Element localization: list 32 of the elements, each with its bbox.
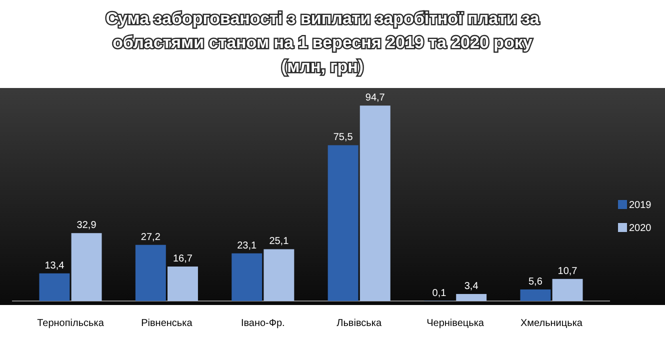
bar bbox=[168, 266, 198, 301]
x-tick-label: Львівська bbox=[336, 318, 382, 329]
bar bbox=[328, 145, 358, 301]
bar bbox=[264, 249, 294, 301]
bar bbox=[232, 253, 262, 301]
data-label: 10,7 bbox=[558, 266, 578, 277]
bar bbox=[456, 294, 487, 301]
data-label: 27,2 bbox=[140, 232, 161, 243]
chart-title: Сума заборгованості з виплати заробітної плати за областями станом на 1 вересня 2019 та 2020 року (млн, грн) bbox=[106, 9, 540, 76]
x-tick-label: Хмельницька bbox=[520, 318, 583, 329]
data-label: 3,4 bbox=[464, 280, 479, 292]
data-label: 32,9 bbox=[76, 220, 97, 232]
bar bbox=[71, 233, 102, 301]
x-tick-label: Рівненська bbox=[141, 318, 193, 329]
bar bbox=[520, 289, 551, 301]
x-tick-label: Чернівецька bbox=[426, 318, 484, 329]
legend-label: 2020 bbox=[629, 223, 652, 234]
x-tick-label: Тернопільська bbox=[37, 318, 104, 329]
data-label: 75,5 bbox=[333, 132, 354, 144]
bar bbox=[360, 106, 390, 301]
bar bbox=[135, 244, 166, 301]
data-label: 0,1 bbox=[432, 288, 447, 299]
data-label: 16,7 bbox=[173, 254, 193, 265]
data-label: 5,6 bbox=[528, 276, 543, 288]
data-label: 23,1 bbox=[237, 240, 258, 252]
data-label: 25,1 bbox=[269, 236, 290, 248]
legend-label: 2019 bbox=[629, 200, 652, 211]
data-label: 94,7 bbox=[365, 92, 386, 104]
bar bbox=[39, 273, 70, 301]
data-label: 13,4 bbox=[44, 260, 65, 272]
x-tick-label: Івано-Фр. bbox=[240, 318, 285, 329]
bar bbox=[552, 278, 583, 301]
